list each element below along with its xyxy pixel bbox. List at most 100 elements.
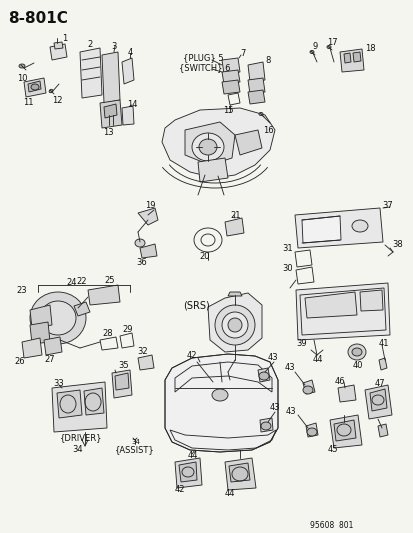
Polygon shape [352,52,360,62]
Ellipse shape [49,90,53,93]
Polygon shape [30,322,50,344]
Polygon shape [24,78,46,97]
Text: 33: 33 [54,379,64,389]
Polygon shape [339,49,363,72]
Ellipse shape [306,428,316,436]
Text: 17: 17 [326,37,337,46]
Polygon shape [138,208,158,225]
Polygon shape [294,208,382,248]
Polygon shape [257,368,269,382]
Polygon shape [295,283,389,340]
Text: 22: 22 [76,277,87,286]
Polygon shape [207,293,261,352]
Text: 25: 25 [104,276,115,285]
Polygon shape [224,218,243,236]
Text: {PLUG} 5: {PLUG} 5 [183,53,223,62]
Polygon shape [100,100,122,128]
Text: 42: 42 [186,351,197,359]
Text: (SRS): (SRS) [183,300,209,310]
Text: 24: 24 [66,278,77,287]
Polygon shape [161,108,274,178]
Text: 36: 36 [136,257,147,266]
Polygon shape [175,458,202,488]
Text: 44: 44 [224,489,235,498]
Polygon shape [247,62,264,82]
Text: 44: 44 [312,356,323,365]
Ellipse shape [199,139,216,155]
Ellipse shape [309,51,313,53]
Text: 95608  801: 95608 801 [309,521,353,530]
Text: 3: 3 [111,42,116,51]
Polygon shape [259,418,272,432]
Polygon shape [104,104,117,118]
Polygon shape [50,44,67,60]
Ellipse shape [192,133,223,161]
Text: 41: 41 [378,338,388,348]
Polygon shape [197,158,228,182]
Polygon shape [30,305,52,328]
Text: 27: 27 [45,356,55,365]
Text: 44: 44 [188,450,198,459]
Polygon shape [122,106,134,125]
Text: 40: 40 [352,360,362,369]
Polygon shape [377,424,387,437]
Text: 14: 14 [126,100,137,109]
Polygon shape [235,130,261,155]
Text: 32: 32 [138,348,148,357]
Polygon shape [221,80,240,94]
Text: 18: 18 [364,44,375,52]
Polygon shape [304,292,356,318]
Polygon shape [221,70,240,84]
Text: 4: 4 [127,47,132,56]
Polygon shape [247,78,264,94]
Polygon shape [22,338,42,358]
Text: 8-801C: 8-801C [8,11,68,26]
Polygon shape [224,458,255,490]
Ellipse shape [302,386,312,394]
Ellipse shape [259,372,268,380]
Polygon shape [343,53,350,63]
Polygon shape [54,42,63,49]
Polygon shape [115,373,129,390]
Polygon shape [333,420,355,441]
Text: 21: 21 [230,211,241,220]
Polygon shape [301,216,340,243]
Polygon shape [28,81,41,92]
Polygon shape [247,90,264,104]
Text: 34: 34 [131,439,140,445]
Text: 10: 10 [17,74,27,83]
Ellipse shape [214,305,254,345]
Text: 9: 9 [312,42,317,51]
Text: 34: 34 [72,446,83,455]
Text: 12: 12 [52,95,62,104]
Polygon shape [364,385,391,419]
Text: 8: 8 [264,55,270,64]
Polygon shape [84,388,104,415]
Ellipse shape [30,292,86,344]
Text: {SWITCH} 6: {SWITCH} 6 [178,63,230,72]
Ellipse shape [351,220,367,232]
Text: 43: 43 [285,408,295,416]
Text: 19: 19 [145,200,155,209]
Text: {ASSIST}: {ASSIST} [115,446,154,455]
Ellipse shape [221,312,247,338]
Text: {DRIVER}: {DRIVER} [60,433,102,442]
Ellipse shape [40,301,76,335]
Polygon shape [305,423,317,437]
Polygon shape [122,58,134,84]
Polygon shape [185,122,235,165]
Text: 39: 39 [295,340,306,349]
Ellipse shape [351,348,361,356]
Text: 26: 26 [14,358,25,367]
Text: 16: 16 [262,125,273,134]
Text: 43: 43 [269,403,280,413]
Polygon shape [178,462,197,482]
Text: 35: 35 [119,361,129,370]
Polygon shape [138,355,154,370]
Polygon shape [140,244,157,258]
Ellipse shape [135,239,145,247]
Text: 23: 23 [17,286,27,295]
Polygon shape [52,382,107,432]
Text: 30: 30 [282,263,292,272]
Text: 46: 46 [334,377,344,386]
